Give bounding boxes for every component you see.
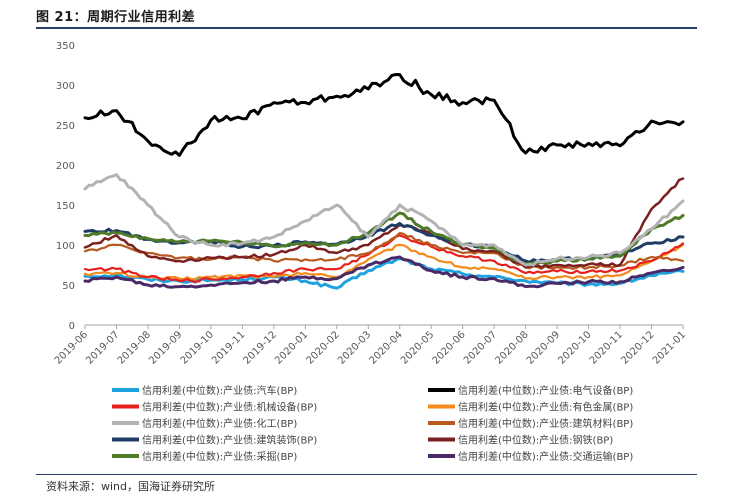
series-line (83, 255, 685, 289)
legend-label: 信用利差(中位数):产业债:采掘(BP) (142, 450, 297, 463)
x-tick-label: 2019-07 (84, 329, 121, 366)
y-tick-label: 250 (56, 121, 75, 132)
y-tick-label: 300 (56, 81, 75, 92)
x-tick-label: 2020-01 (273, 329, 310, 366)
title-rule (36, 27, 697, 29)
x-tick-label: 2020-10 (556, 329, 593, 366)
series-line (83, 231, 685, 270)
legend-label: 信用利差(中位数):产业债:钢铁(BP) (458, 434, 613, 447)
series-line (83, 177, 685, 269)
y-tick-label: 150 (56, 201, 75, 212)
x-tick-label: 2020-12 (619, 329, 656, 366)
series-line (83, 173, 685, 267)
series-line (83, 243, 685, 281)
x-tick-label: 2019-11 (210, 329, 247, 366)
series-line (83, 257, 685, 290)
x-tick-label: 2020-04 (368, 329, 405, 366)
x-tick-label: 2020-03 (336, 329, 373, 366)
x-tick-label: 2019-09 (147, 329, 184, 366)
x-tick-label: 2020-08 (493, 329, 530, 366)
legend-label: 信用利差(中位数):产业债:汽车(BP) (142, 384, 297, 397)
x-tick-label: 2020-07 (462, 329, 499, 366)
y-tick-label: 0 (69, 321, 75, 332)
x-tick-label: 2021-01 (651, 329, 688, 366)
legend-label: 信用利差(中位数):产业债:电气设备(BP) (458, 384, 633, 397)
series-line (83, 73, 685, 157)
legend-label: 信用利差(中位数):产业债:建筑装饰(BP) (142, 434, 317, 447)
x-tick-label: 2019-10 (179, 329, 216, 366)
x-tick-label: 2020-02 (305, 329, 342, 366)
legend-label: 信用利差(中位数):产业债:化工(BP) (142, 417, 297, 430)
legend-label: 信用利差(中位数):产业债:建筑材料(BP) (458, 417, 633, 430)
chart-legend: 信用利差(中位数):产业债:汽车(BP) 信用利差(中位数):产业债:电气设备(B… (112, 384, 633, 463)
x-tick-label: 2020-05 (399, 329, 436, 366)
y-tick-label: 350 (56, 41, 75, 52)
legend-label: 信用利差(中位数):产业债:有色金属(BP) (458, 401, 633, 414)
x-tick-label: 2020-09 (525, 329, 562, 366)
chart-series (83, 73, 685, 290)
source-rule (36, 474, 697, 475)
figure-title: 图 21：周期行业信用利差 (36, 10, 196, 25)
y-tick-label: 200 (56, 161, 75, 172)
legend-label: 信用利差(中位数):产业债:机械设备(BP) (142, 401, 317, 414)
x-tick-label: 2019-12 (242, 329, 279, 366)
x-tick-label: 2019-08 (116, 329, 153, 366)
legend-label: 信用利差(中位数):产业债:交通运输(BP) (458, 450, 633, 463)
y-tick-label: 50 (62, 281, 75, 292)
y-tick-label: 100 (56, 241, 75, 252)
x-tick-label: 2020-11 (588, 329, 625, 366)
source-note: 资料来源：wind，国海证券研究所 (46, 480, 216, 493)
x-tick-label: 2019-06 (53, 329, 90, 366)
series-line (83, 234, 685, 283)
x-tick-label: 2020-06 (430, 329, 467, 366)
